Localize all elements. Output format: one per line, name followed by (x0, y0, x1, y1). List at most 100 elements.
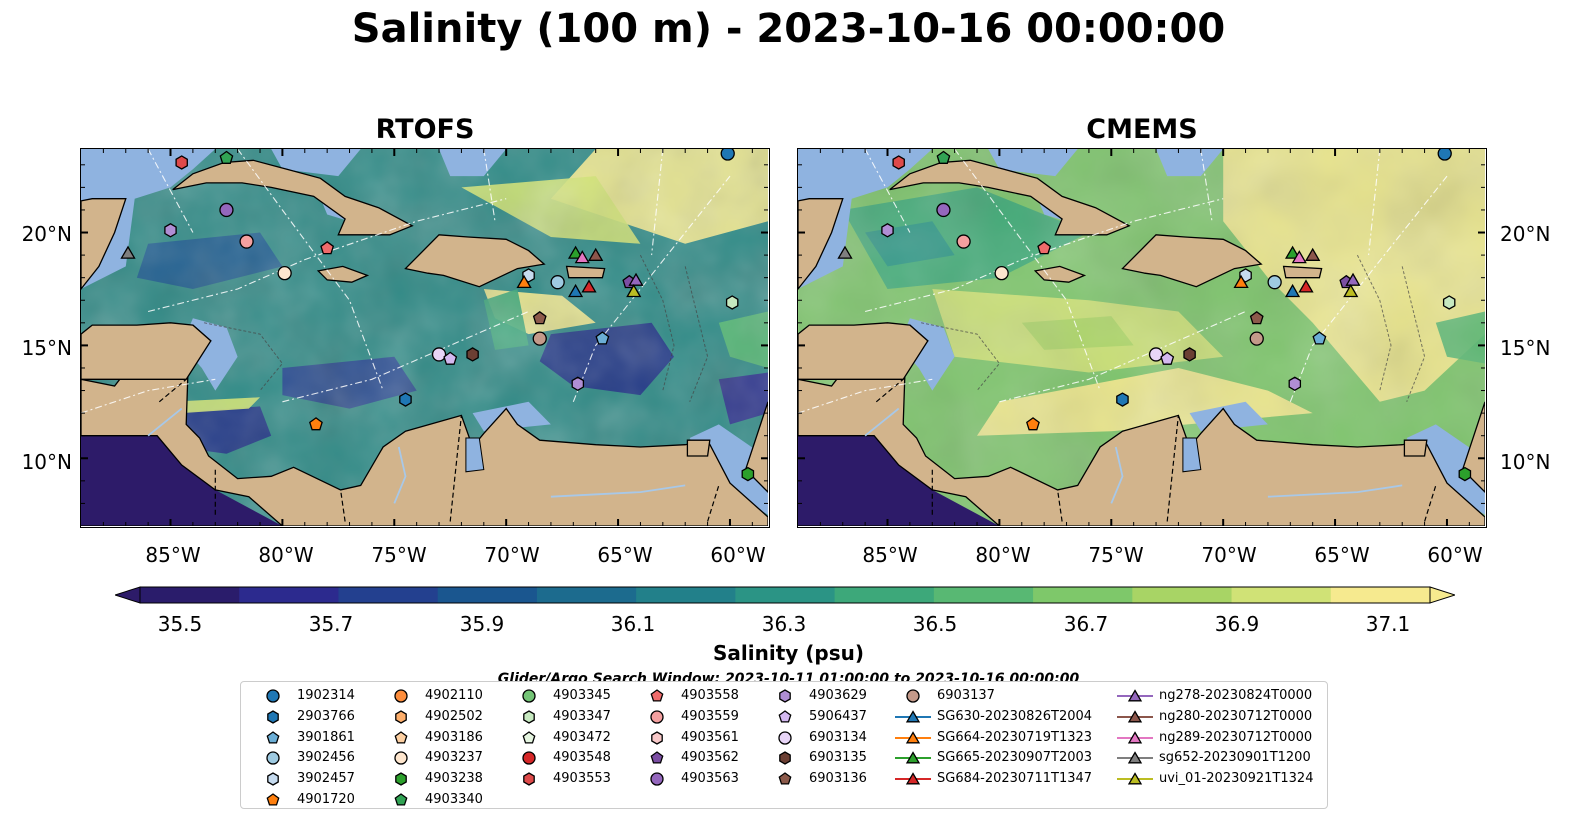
platform-marker-sg630[interactable] (567, 283, 584, 298)
platform-marker-sg665[interactable] (1284, 245, 1301, 259)
legend-swatch[interactable] (778, 772, 792, 785)
platform-marker-4903136x[interactable] (1249, 310, 1264, 325)
platform-marker-sg652[interactable] (120, 245, 136, 259)
legend-swatch[interactable] (394, 689, 408, 703)
platform-marker-sg630[interactable] (1284, 283, 1301, 298)
platform-marker-4903558[interactable] (1037, 240, 1052, 255)
legend-swatch[interactable] (906, 689, 920, 703)
legend-swatch[interactable] (905, 751, 921, 764)
platform-marker-sg652[interactable] (837, 245, 853, 259)
platform-marker-4903563[interactable] (936, 202, 951, 218)
legend-swatch[interactable] (394, 730, 408, 744)
platform-marker-1902314[interactable] (1437, 149, 1452, 161)
platform-marker-4903136x[interactable] (532, 310, 547, 325)
platform-marker-4903553[interactable] (892, 155, 905, 170)
legend-swatch[interactable] (522, 751, 536, 766)
platform-marker-5906437[interactable] (1160, 351, 1175, 365)
platform-marker-ng280[interactable] (588, 247, 604, 261)
platform-marker-6903137[interactable] (532, 331, 547, 346)
legend-swatch[interactable] (650, 710, 664, 724)
pentagon-marker-icon (266, 730, 280, 744)
platform-marker-ng289[interactable] (1291, 250, 1307, 264)
platform-marker-3901861[interactable] (1312, 331, 1327, 345)
puerto-rico (1282, 265, 1323, 279)
legend-swatch[interactable] (650, 689, 664, 702)
platform-marker-4903558[interactable] (320, 240, 335, 255)
legend-swatch[interactable] (395, 710, 407, 724)
platform-marker-sg665[interactable] (567, 245, 584, 259)
platform-marker-1902314[interactable] (720, 149, 735, 161)
legend-swatch[interactable] (267, 710, 279, 724)
platform-marker-2903766[interactable] (399, 392, 412, 407)
platform-marker-6903135[interactable] (466, 347, 479, 362)
platform-marker-3901861[interactable] (595, 331, 610, 345)
platform-marker-4903629b[interactable] (571, 376, 585, 392)
legend-swatch[interactable] (523, 772, 535, 786)
platform-marker-ng278[interactable] (1345, 272, 1361, 286)
platform-marker-4903559[interactable] (239, 234, 254, 249)
legend-swatch[interactable] (1127, 730, 1143, 744)
platform-marker-4901720[interactable] (1026, 417, 1040, 431)
cmems-map[interactable] (797, 148, 1487, 528)
platform-marker-4903559[interactable] (956, 234, 971, 249)
platform-marker-4901720[interactable] (309, 417, 323, 431)
legend-swatch[interactable] (394, 793, 408, 806)
legend-swatch[interactable] (266, 751, 280, 766)
platform-marker-4903237[interactable] (994, 266, 1009, 281)
legend-swatch[interactable] (395, 772, 407, 786)
legend-swatch[interactable] (650, 751, 664, 764)
legend-swatch[interactable] (778, 730, 792, 745)
platform-marker-4903340[interactable] (936, 150, 951, 164)
legend-swatch[interactable] (267, 772, 279, 786)
platform-marker-uvi01[interactable] (1343, 283, 1359, 298)
legend-swatch[interactable] (266, 689, 280, 703)
platform-marker-4903629[interactable] (164, 223, 177, 238)
platform-marker-4903238[interactable] (1458, 466, 1472, 482)
legend-swatch[interactable] (1127, 710, 1143, 723)
platform-marker-4903629b[interactable] (1288, 376, 1302, 392)
platform-marker-ng280[interactable] (1305, 247, 1321, 261)
legend-swatch[interactable] (905, 772, 921, 785)
legend-swatch[interactable] (905, 730, 921, 744)
legend-swatch[interactable] (905, 710, 921, 723)
platform-marker-3902456[interactable] (550, 275, 565, 290)
legend-swatch[interactable] (522, 730, 536, 744)
platform-marker-sg684[interactable] (581, 279, 597, 293)
platform-marker-ng289[interactable] (574, 250, 590, 264)
legend-swatch[interactable] (778, 709, 792, 723)
platform-marker-uvi01[interactable] (626, 283, 642, 298)
rtofs-map[interactable] (80, 148, 770, 528)
legend-swatch[interactable] (650, 772, 664, 786)
legend-swatch[interactable] (1127, 689, 1143, 702)
platform-marker-6903134[interactable] (431, 347, 447, 362)
platform-marker-4903237[interactable] (277, 266, 292, 281)
platform-marker-4903347[interactable] (725, 295, 739, 310)
platform-marker-sg664[interactable] (1233, 274, 1249, 289)
legend-swatch[interactable] (522, 689, 536, 703)
legend-swatch[interactable] (779, 751, 791, 766)
platform-marker-ng278[interactable] (628, 272, 644, 286)
legend-swatch[interactable] (1127, 772, 1143, 785)
legend-swatch[interactable] (779, 689, 791, 703)
platform-marker-5906437[interactable] (443, 351, 458, 365)
platform-marker-2903766[interactable] (1116, 392, 1129, 407)
platform-marker-4903563[interactable] (219, 202, 234, 218)
platform-marker-4903347[interactable] (1442, 295, 1456, 310)
legend-swatch[interactable] (394, 751, 408, 766)
legend-swatch[interactable] (1127, 751, 1143, 764)
platform-marker-6903137[interactable] (1249, 331, 1264, 346)
colorbar-segment (239, 587, 339, 603)
platform-marker-4903553[interactable] (175, 155, 188, 170)
platform-marker-6903135[interactable] (1183, 347, 1196, 362)
legend-swatch[interactable] (266, 730, 280, 744)
platform-marker-sg684[interactable] (1298, 279, 1314, 293)
platform-marker-4903238[interactable] (741, 466, 755, 482)
platform-marker-sg664[interactable] (516, 274, 532, 289)
platform-marker-3902456[interactable] (1267, 275, 1282, 290)
platform-marker-6903134[interactable] (1148, 347, 1164, 362)
legend-swatch[interactable] (651, 730, 663, 745)
legend-swatch[interactable] (523, 710, 535, 724)
platform-marker-4903340[interactable] (219, 150, 234, 164)
platform-marker-4903629[interactable] (881, 223, 894, 238)
legend-swatch[interactable] (266, 793, 280, 806)
